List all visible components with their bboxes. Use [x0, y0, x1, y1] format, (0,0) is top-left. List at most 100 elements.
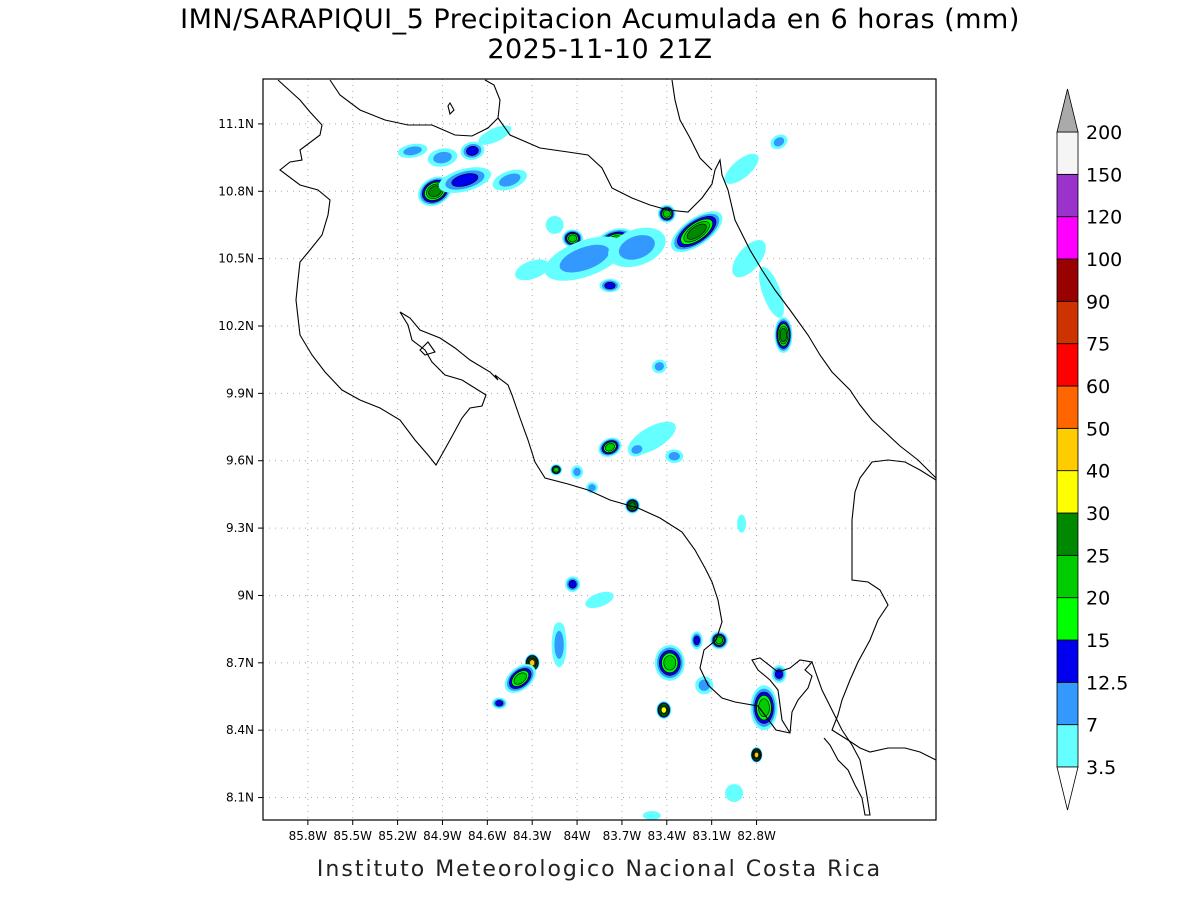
- precip-contour: [568, 234, 578, 243]
- precip-cell: [642, 811, 661, 820]
- colorbar-swatch: [1056, 216, 1079, 260]
- institution-footer: Instituto Meteorologico Nacional Costa R…: [316, 857, 883, 882]
- precip-contour: [545, 215, 564, 234]
- colorbar-level-label: 15: [1086, 630, 1110, 652]
- precip-cell: [571, 465, 584, 479]
- colorbar-swatch: [1056, 597, 1079, 641]
- precip-contour: [758, 266, 784, 318]
- precip-cell: [544, 236, 625, 281]
- latitude-axis: 11.1N 10.8N 10.5N 10.2N 9.9N 9.6N 9.3N 9N 8.7N 8.…: [218, 117, 263, 805]
- y-tick-label: 8.7N: [226, 656, 254, 670]
- precip-cell: [758, 266, 784, 318]
- map-frame: [262, 78, 937, 821]
- x-tick-label: 84.9W: [423, 829, 462, 843]
- x-tick-label: 84.3W: [513, 829, 552, 843]
- precip-cell: [628, 442, 646, 457]
- precip-contour: [466, 146, 479, 156]
- x-tick-label: 85.2W: [378, 829, 417, 843]
- y-tick-label: 9.3N: [226, 521, 254, 535]
- colorbar-level-label: 7: [1086, 715, 1098, 737]
- precip-contour: [515, 259, 550, 281]
- precip-field: [397, 125, 793, 820]
- precip-contour: [605, 443, 615, 452]
- precip-contour: [559, 244, 610, 273]
- precip-contour: [604, 281, 616, 290]
- coastline-borders: [277, 79, 936, 816]
- precip-contour: [754, 751, 759, 758]
- precip-cell: [732, 239, 766, 278]
- precip-cell: [515, 259, 550, 281]
- precip-contour: [654, 362, 664, 371]
- precip-contour: [737, 514, 747, 533]
- precip-cell: [651, 359, 667, 374]
- precip-cell: [491, 697, 507, 709]
- y-tick-label: 9N: [237, 588, 254, 602]
- colorbar-swatch: [1056, 343, 1079, 387]
- colorbar-swatch: [1056, 258, 1079, 302]
- precip-contour: [478, 125, 512, 145]
- precip-cell: [737, 514, 747, 533]
- colorbar-swatch: [1056, 639, 1079, 683]
- precip-cell: [608, 227, 666, 268]
- precip-contour: [779, 327, 788, 343]
- x-tick-label: 84.6W: [468, 829, 507, 843]
- precip-cell: [397, 143, 428, 158]
- precip-contour: [663, 655, 677, 671]
- precip-contour: [725, 784, 744, 803]
- precip-contour: [451, 173, 479, 187]
- colorbar-level-label: 75: [1086, 334, 1110, 356]
- precip-cell: [710, 631, 729, 650]
- precip-cell: [504, 664, 536, 693]
- y-tick-label: 10.5N: [218, 252, 254, 266]
- precip-cell: [725, 784, 744, 803]
- precip-contour: [513, 672, 527, 685]
- precip-contour: [668, 452, 680, 461]
- colorbar-swatch: [1056, 724, 1079, 768]
- colorbar-level-label: 200: [1086, 122, 1122, 144]
- precip-cell: [562, 229, 584, 248]
- precip-cell: [770, 134, 788, 150]
- precip-contour: [724, 153, 759, 184]
- precip-cell: [478, 125, 512, 145]
- colorbar-level-label: 120: [1086, 207, 1122, 229]
- x-tick-label: 85.5W: [333, 829, 372, 843]
- x-tick-label: 83.7W: [603, 829, 642, 843]
- y-tick-label: 10.8N: [218, 184, 254, 198]
- longitude-axis: 85.8W 85.5W 85.2W 84.9W 84.6W 84.3W 84W 83.7W 83…: [289, 820, 776, 843]
- precip-contour: [618, 235, 655, 260]
- colorbar-level-label: 50: [1086, 418, 1110, 440]
- precip-contour: [686, 223, 707, 240]
- precip-cell: [585, 591, 614, 609]
- colorbar-level-label: 60: [1086, 376, 1110, 398]
- colorbar-swatch: [1056, 470, 1079, 514]
- precip-contour: [495, 700, 504, 707]
- y-tick-label: 9.6N: [226, 454, 254, 468]
- precip-contour: [433, 151, 452, 164]
- precip-contour: [588, 484, 596, 492]
- precip-cell: [724, 153, 759, 184]
- precip-cell: [599, 278, 621, 293]
- x-tick-label: 84W: [563, 829, 590, 843]
- precip-contour: [693, 635, 701, 646]
- colorbar-swatch: [1056, 554, 1079, 599]
- colorbar-level-label: 150: [1086, 164, 1122, 186]
- colorbar-level-label: 25: [1086, 545, 1110, 567]
- precip-cell: [565, 576, 581, 593]
- precip-cell: [695, 676, 714, 695]
- y-tick-label: 11.1N: [218, 117, 254, 131]
- precip-cell: [671, 211, 723, 253]
- y-tick-label: 8.1N: [226, 791, 254, 805]
- colorbar-upper-triangle: [1056, 88, 1079, 133]
- colorbar-lower-triangle: [1056, 766, 1079, 811]
- y-tick-label: 10.2N: [218, 319, 254, 333]
- colorbar-swatch: [1056, 131, 1079, 175]
- precip-cell: [551, 622, 567, 668]
- colorbar-level-label: 3.5: [1086, 757, 1116, 779]
- precip-contour: [732, 239, 766, 278]
- colorbar-swatch: [1056, 385, 1079, 429]
- precip-contour: [568, 579, 577, 589]
- precip-cell: [654, 644, 685, 681]
- precip-contour: [585, 591, 614, 609]
- y-tick-label: 8.4N: [226, 723, 254, 737]
